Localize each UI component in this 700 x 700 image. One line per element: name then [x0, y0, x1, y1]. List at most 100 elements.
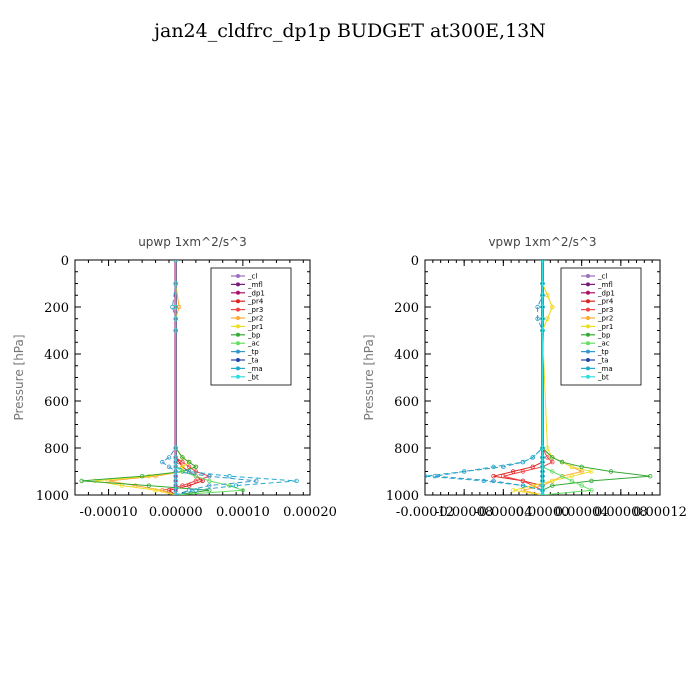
y-tick-label: 1000 [386, 489, 419, 504]
data-point-pr1 [545, 316, 550, 321]
data-point-bt [173, 260, 178, 263]
data-point-tp [166, 464, 172, 469]
legend-marker [586, 358, 590, 362]
data-point-tp [207, 483, 212, 488]
legend-label: _bp [247, 331, 261, 339]
x-tick-label: 0.00008 [594, 505, 648, 520]
legend-marker [236, 307, 240, 312]
data-point-bt [540, 293, 545, 298]
data-point-pr1 [589, 469, 594, 474]
data-point-tp [160, 459, 165, 465]
data-point-pr3 [501, 474, 506, 479]
x-tick-label: 0.00020 [283, 505, 337, 520]
data-point-bt [173, 459, 178, 465]
data-point-bp [193, 464, 199, 469]
data-point-bt [173, 488, 178, 493]
data-point-pr3 [545, 455, 550, 460]
legend-marker [236, 358, 240, 362]
series-line-ma [425, 260, 543, 495]
data-point-ac [559, 474, 565, 479]
data-point-pr3 [520, 478, 526, 484]
data-point-pr3 [180, 459, 185, 465]
data-point-ac [240, 488, 246, 493]
legend-label: _cl [597, 273, 607, 281]
x-tick-label: 0.00004 [555, 505, 609, 520]
data-point-pr3 [550, 459, 555, 465]
data-point-ma [481, 478, 486, 484]
legend: _cl_mfl_dp1_pr4_pr3_pr2_pr1_bp_ac_tp_ta_… [560, 267, 642, 386]
legend-marker [236, 290, 240, 295]
data-point-tp [491, 478, 496, 484]
legend-label: _pr4 [597, 298, 614, 306]
x-tick-label: 0.00000 [516, 505, 570, 520]
legend-label: _tp [597, 348, 609, 356]
data-point-bt [173, 304, 178, 310]
data-point-bt [540, 328, 545, 333]
data-point-bt [540, 474, 545, 479]
data-point-pr1 [146, 474, 152, 479]
series-line-pr4 [493, 260, 543, 495]
data-point-ma [186, 469, 192, 474]
y-tick-label: 200 [394, 301, 419, 316]
series-group [79, 260, 299, 495]
chart-panel-2: vpwp 1xm^2/s^3 Pressure [hPa] 0 200 400 600 80… [362, 235, 687, 520]
series-group [425, 260, 653, 495]
legend-label: _dp1 [597, 289, 615, 297]
data-point-bt [173, 478, 178, 484]
data-point-ma [520, 483, 526, 488]
legend-label: _mfl [597, 281, 613, 289]
legend-label: _pr3 [597, 306, 613, 314]
legend-marker [586, 299, 590, 304]
data-point-bp [550, 455, 555, 460]
data-point-ac [207, 478, 212, 484]
legend-label: _pr1 [247, 323, 263, 331]
x-tick-label: -0.00010 [79, 505, 137, 520]
x-tick-label: 0.00012 [633, 505, 687, 520]
legend-label: _cl [247, 273, 257, 281]
legend-marker [236, 374, 240, 379]
legend-marker [236, 316, 240, 320]
legend-marker [586, 282, 590, 287]
data-point-bp [608, 469, 614, 474]
y-tick-label: 800 [44, 442, 69, 457]
legend-marker [586, 374, 590, 379]
data-point-pr4 [186, 483, 192, 488]
legend-label: _pr3 [247, 306, 263, 314]
data-point-pr1 [180, 464, 185, 469]
legend-marker [586, 307, 590, 312]
data-point-tp [166, 455, 172, 460]
data-point-bt [540, 478, 545, 484]
series-line-tp [434, 260, 543, 495]
data-point-bp [146, 483, 152, 488]
data-point-bp [589, 478, 594, 484]
legend-marker [586, 332, 590, 337]
data-point-ma [491, 464, 496, 469]
data-point-pr1 [153, 488, 158, 493]
chart-panel-1: upwp 1xm^2/s^3 Pressure [hPa] 0 200 400 600 80… [12, 235, 337, 520]
legend-marker [236, 349, 240, 354]
data-point-bp [186, 459, 192, 465]
data-point-bt [540, 459, 545, 465]
data-point-bt [540, 483, 545, 488]
data-point-bt [173, 483, 178, 488]
legend-label: _mfl [247, 281, 263, 289]
data-point-bp [579, 464, 584, 469]
data-point-pr1 [92, 478, 98, 484]
y-axis-label: Pressure [hPa] [12, 334, 26, 420]
data-point-bt [540, 492, 545, 495]
legend-marker [586, 316, 590, 320]
y-tick-label: 400 [44, 348, 69, 363]
data-point-pr3 [193, 478, 199, 484]
data-point-bp [648, 474, 653, 479]
data-point-bt [173, 464, 178, 469]
legend-marker [236, 332, 240, 337]
data-point-ma [294, 478, 299, 484]
legend-label: _tp [247, 348, 259, 356]
data-point-pr1 [530, 483, 535, 488]
x-tick-label: -0.00004 [474, 505, 532, 520]
data-point-bt [540, 260, 545, 263]
data-point-pr4 [530, 464, 535, 469]
data-point-pr1 [545, 293, 550, 298]
legend-marker [586, 274, 590, 278]
data-point-bp [180, 455, 185, 460]
